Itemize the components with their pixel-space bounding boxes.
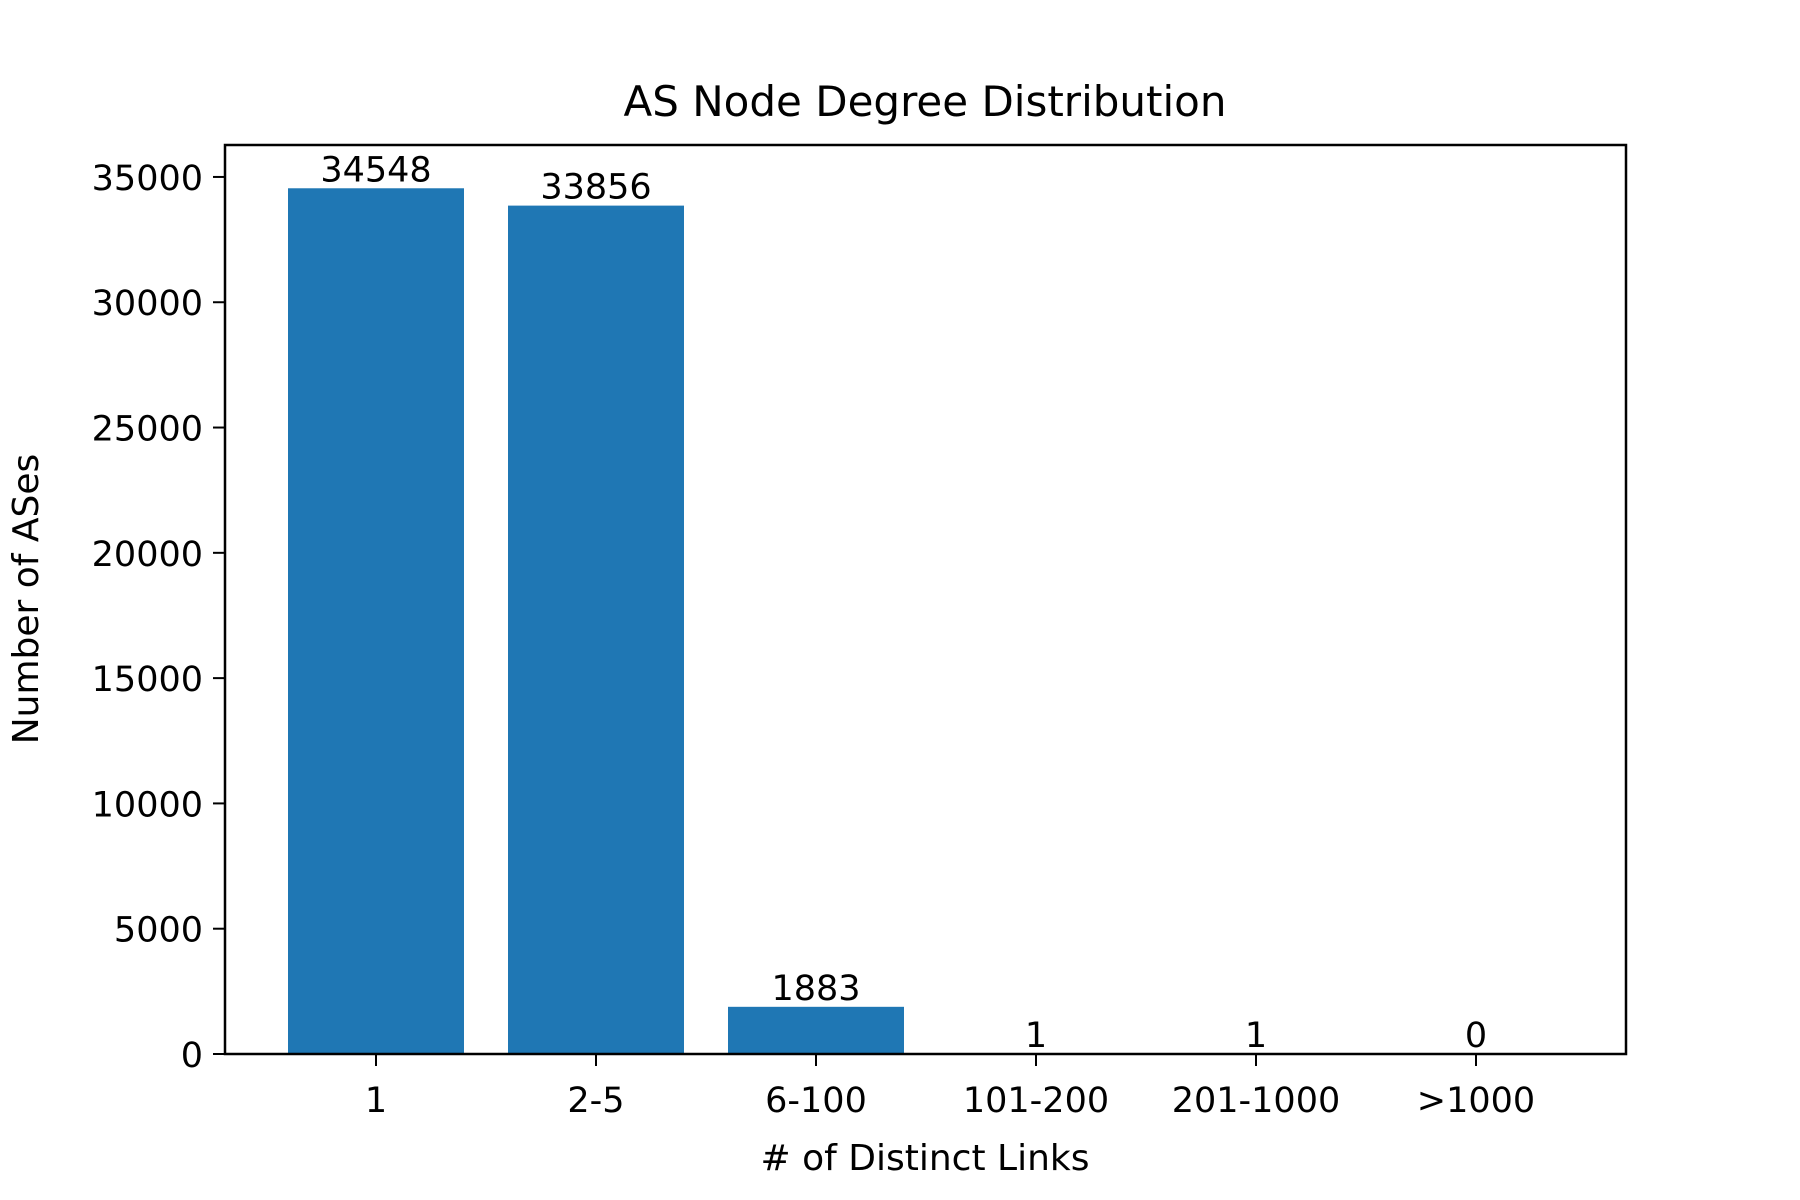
y-tick-label-2: 10000 [92, 785, 203, 825]
y-tick-label-1: 5000 [114, 911, 203, 951]
chart-title: AS Node Degree Distribution [624, 77, 1227, 126]
plot-frame [223, 143, 1628, 1056]
bars-group: 34548 33856 1883 1 1 0 [288, 150, 1487, 1056]
ticks-group: 1 2-5 6-100 101-200 201-1000 >1000 0 5000 10000 1… [92, 159, 1536, 1121]
y-tick-label-7: 35000 [92, 159, 203, 199]
data-label-4: 1 [1245, 1016, 1267, 1056]
x-tick-label-2: 6-100 [765, 1081, 867, 1121]
y-axis-label: Number of ASes [6, 454, 47, 745]
y-tick-label-4: 20000 [92, 535, 203, 575]
data-label-5: 0 [1465, 1016, 1487, 1056]
data-label-1: 33856 [540, 168, 651, 208]
x-tick-label-0: 1 [365, 1081, 387, 1121]
x-tick-label-4: 201-1000 [1172, 1081, 1341, 1121]
bar-2 [728, 1006, 904, 1054]
x-axis-label: # of Distinct Links [761, 1138, 1090, 1179]
bar-1 [508, 205, 684, 1054]
data-label-2: 1883 [771, 969, 860, 1009]
y-tick-label-0: 0 [181, 1036, 203, 1076]
y-tick-label-5: 25000 [92, 410, 203, 450]
data-label-0: 34548 [320, 150, 431, 190]
y-tick-label-6: 30000 [92, 284, 203, 324]
x-tick-label-1: 2-5 [567, 1081, 624, 1121]
x-tick-label-5: >1000 [1417, 1081, 1535, 1121]
y-tick-label-3: 15000 [92, 660, 203, 700]
x-tick-label-3: 101-200 [963, 1081, 1109, 1121]
data-label-3: 1 [1025, 1016, 1047, 1056]
bar-0 [288, 188, 464, 1054]
